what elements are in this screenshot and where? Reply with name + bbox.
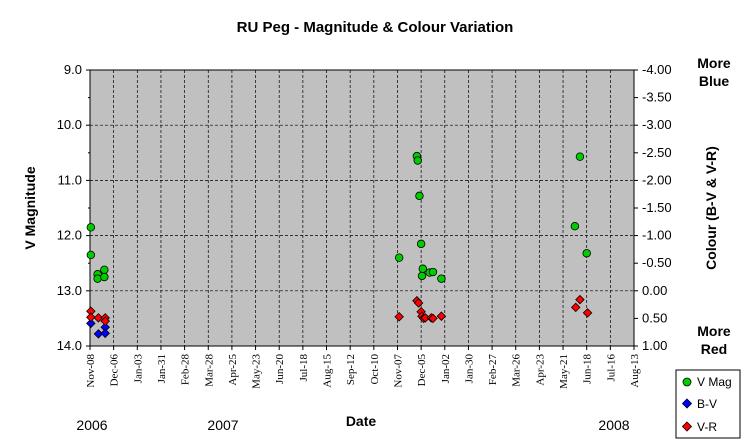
legend-vmag-marker <box>682 377 692 387</box>
annotation-more-blue-line2: Blue <box>699 73 730 89</box>
x-tick-label: Aug-15 <box>322 354 334 388</box>
v-r-point <box>436 311 447 321</box>
legend-bv-marker <box>681 398 693 409</box>
grid-lines <box>90 70 634 346</box>
x-tick-label: Nov-07 <box>392 354 404 388</box>
annotation-more-red-line2: Red <box>701 341 727 357</box>
legend: V Mag B-V V-R <box>675 369 741 439</box>
x-tick-label: Aug-13 <box>629 354 641 388</box>
x-tick-label: Jan-02 <box>440 354 452 383</box>
right-axis-ticks: -4.00 -3.50 -3.00 -2.50 -2.00 -1.50 -1.00 -0.50… <box>634 62 672 353</box>
x-tick-label: Jul-18 <box>298 354 310 382</box>
x-tick-label: Mar-28 <box>203 354 215 387</box>
v-mag-point <box>86 250 96 260</box>
left-tick-label: 13.0 <box>57 283 82 298</box>
right-tick-label: -3.50 <box>642 90 672 105</box>
x-tick-label: Jan-31 <box>156 354 168 383</box>
right-tick-label: 1.00 <box>642 338 667 353</box>
left-tick-label: 10.0 <box>57 117 82 132</box>
v-r-point <box>428 313 438 324</box>
legend-vr-label: V-R <box>697 420 717 434</box>
data-points <box>86 151 593 339</box>
v-r-point <box>570 302 581 313</box>
left-tick-label: 14.0 <box>57 338 82 353</box>
x-tick-label: Mar-26 <box>511 354 523 387</box>
x-tick-label: Feb-28 <box>180 354 192 386</box>
v-mag-point <box>575 152 585 161</box>
x-tick-label: Feb-27 <box>487 354 499 386</box>
v-mag-point <box>582 249 591 258</box>
chart-title: RU Peg - Magnitude & Colour Variation <box>237 19 514 36</box>
right-tick-label: -4.00 <box>642 62 672 77</box>
right-tick-label: -2.00 <box>642 172 672 187</box>
x-tick-label: Jan-30 <box>463 354 475 384</box>
v-mag-point <box>413 156 422 165</box>
v-mag-point <box>394 253 404 262</box>
y-axis-label: V Magnitude <box>22 166 38 249</box>
v-r-point <box>575 294 585 305</box>
right-tick-label: -1.50 <box>642 200 672 215</box>
legend-vr-marker <box>681 421 693 432</box>
left-tick-label: 12.0 <box>57 228 82 243</box>
right-tick-label: 0.50 <box>642 310 667 325</box>
plot-area <box>89 69 635 347</box>
b-v-point <box>86 318 96 329</box>
right-tick-label: 0.00 <box>642 283 667 298</box>
v-r-point <box>100 316 110 326</box>
x-tick-label: Oct-10 <box>369 354 381 385</box>
left-axis-ticks: 9.0 10.0 11.0 12.0 13.0 14.0 <box>57 62 90 353</box>
v-mag-point <box>417 271 427 281</box>
v-r-point <box>394 311 404 322</box>
x-tick-label: Nov-08 <box>85 354 97 388</box>
y2-axis-label: Colour (B-V & V-R) <box>703 146 719 270</box>
v-mag-point <box>93 274 102 283</box>
year-label-2007: 2007 <box>207 417 238 433</box>
v-mag-point <box>428 267 438 277</box>
x-tick-label: Dec-05 <box>416 354 428 387</box>
right-tick-label: -2.50 <box>642 145 672 160</box>
v-r-point <box>93 313 104 323</box>
right-tick-label: -0.50 <box>642 255 672 270</box>
annotation-more-blue-line1: More <box>697 55 731 71</box>
x-tick-label: Jul-16 <box>605 354 617 382</box>
x-tick-label: May-23 <box>251 354 263 389</box>
x-tick-label: Apr-23 <box>534 354 546 386</box>
x-tick-label: Sep-12 <box>345 354 357 385</box>
x-tick-label: Dec-06 <box>109 354 121 387</box>
left-tick-label: 9.0 <box>64 62 82 77</box>
x-tick-label: Jun-18 <box>582 354 594 384</box>
v-mag-point <box>415 191 424 201</box>
v-mag-point <box>437 274 446 283</box>
b-v-point <box>93 329 104 339</box>
right-tick-label: -1.00 <box>642 228 672 243</box>
v-mag-point <box>416 239 426 249</box>
v-r-point <box>86 312 96 323</box>
v-mag-point <box>100 272 109 282</box>
v-mag-point <box>86 223 96 232</box>
v-mag-point <box>418 264 428 273</box>
year-label-2008: 2008 <box>598 417 629 433</box>
x-tick-label: Jan-03 <box>132 354 144 384</box>
legend-bv-label: B-V <box>697 397 717 411</box>
x-tick-label: Jun-20 <box>274 354 286 384</box>
left-tick-label: 11.0 <box>58 172 82 187</box>
v-r-point <box>413 298 424 308</box>
x-axis-ticks: Nov-08 Dec-06 Jan-03 Jan-31 Feb-28 Mar-28 Apr-… <box>85 346 641 389</box>
b-v-point <box>100 328 110 339</box>
x-axis-label: Date <box>346 413 377 429</box>
v-mag-point <box>100 265 109 275</box>
right-tick-label: -3.00 <box>642 117 672 132</box>
legend-vmag-label: V Mag <box>697 375 732 389</box>
year-label-2006: 2006 <box>76 417 107 433</box>
x-tick-label: May-21 <box>558 354 570 389</box>
x-tick-label: Apr-25 <box>227 354 239 386</box>
v-r-point <box>582 308 593 318</box>
v-mag-point <box>570 222 580 231</box>
annotation-more-red-line1: More <box>697 323 731 339</box>
